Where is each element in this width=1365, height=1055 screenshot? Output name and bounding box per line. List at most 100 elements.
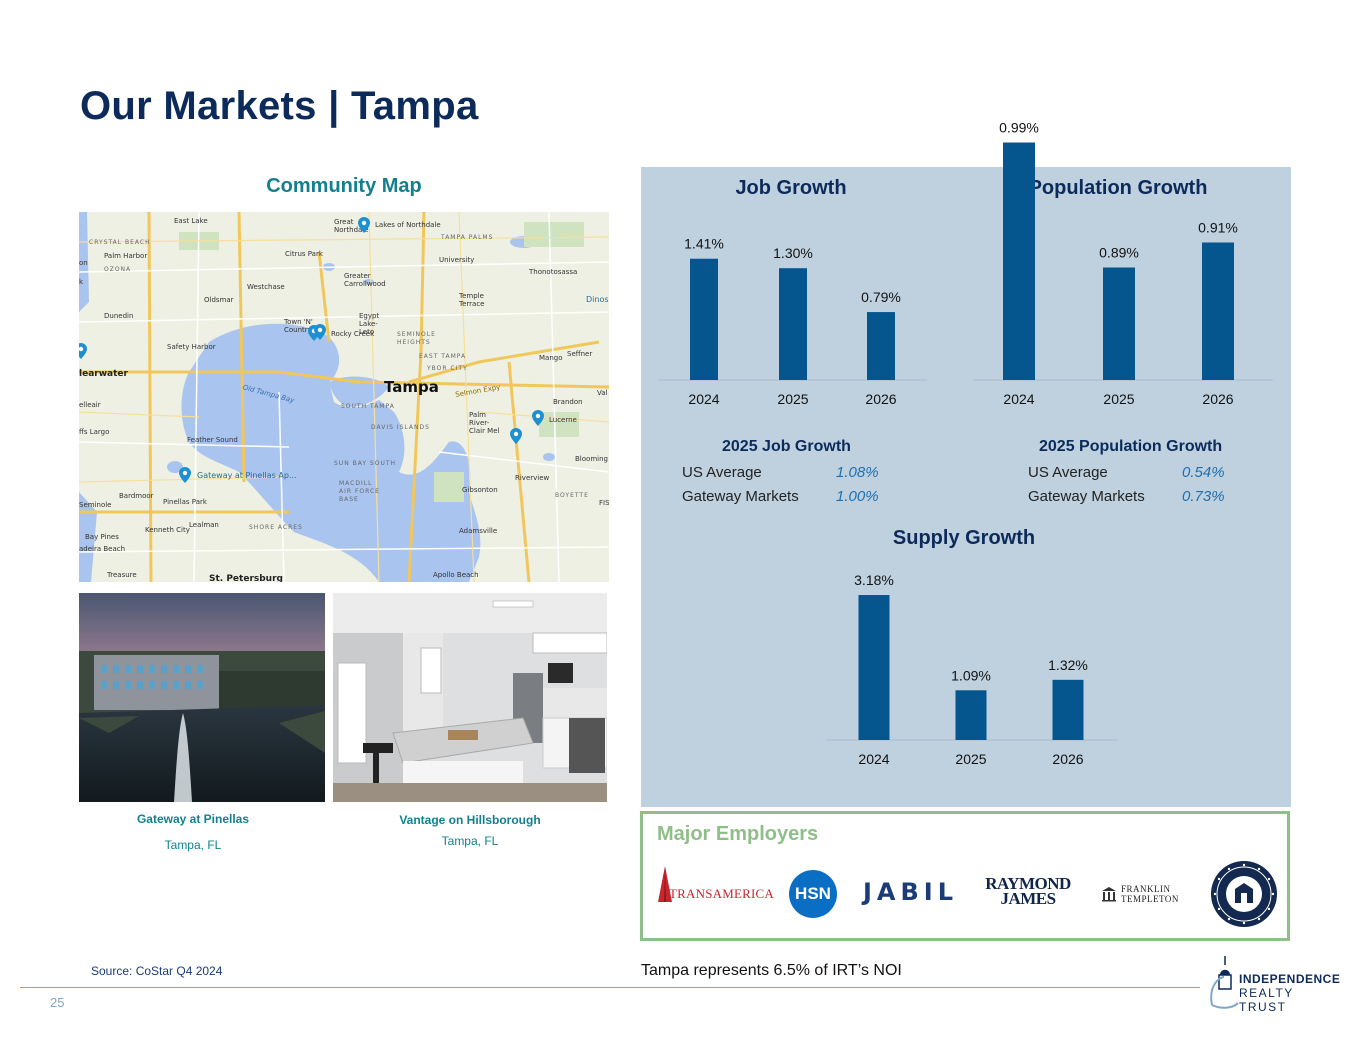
- chart-data-label: 1.32%: [1048, 657, 1088, 673]
- chart-tick-label: 2026: [1202, 391, 1233, 407]
- chart-bar: [690, 258, 718, 380]
- photo-gateway-at-pinellas: [79, 593, 325, 802]
- map-label-tampa-palms: TAMPA PALMS: [441, 234, 494, 241]
- population-comparison-label: Gateway Markets: [1028, 488, 1145, 505]
- chart-tick-label: 2024: [858, 751, 889, 767]
- map-label-gibsonton: Gibsonton: [462, 486, 498, 494]
- chart-data-label: 0.79%: [861, 289, 901, 305]
- map-label-largo: ffs Largo: [79, 428, 110, 436]
- map-label-boyette: BOYETTE: [555, 492, 589, 499]
- population-comparison-title: 2025 Population Growth: [1039, 438, 1223, 455]
- map-label-seminole-heights: SEMINOLE HEIGHTS: [397, 331, 436, 346]
- chart-data-label: 1.41%: [684, 236, 724, 252]
- map-label-east-tampa: EAST TAMPA: [419, 353, 467, 360]
- map-pin-icon[interactable]: [314, 324, 326, 340]
- jabil-logo: JABIL: [863, 878, 963, 908]
- map-label-palm-river: Palm River-Clair Mel: [469, 411, 500, 435]
- chart-bar: [1202, 242, 1234, 380]
- map-label-ybor-city: YBOR CITY: [427, 365, 468, 372]
- map-label-apollo-beach: Apollo Beach: [433, 571, 479, 579]
- map-label-shore-acres: SHORE ACRES: [249, 524, 303, 531]
- market-stats-panel: Job Growth Population Growth 1.41% 2024 1.…: [641, 120, 1291, 807]
- map-label-feather-sound: Feather Sound: [187, 436, 238, 444]
- map-label-belleair: elleair: [79, 401, 101, 409]
- map-label-tampa: Tampa: [384, 378, 439, 396]
- chart-data-label: 3.18%: [854, 572, 894, 588]
- chart-tick-label: 2025: [1103, 391, 1134, 407]
- irt-logo-text: INDEPENDENCE: [1239, 972, 1341, 986]
- job-comparison-label: US Average: [682, 464, 762, 481]
- map-label-brandon: Brandon: [553, 398, 583, 406]
- map-label-temple-terrace: Temple Terrace: [459, 292, 485, 308]
- map-label-bardmoor: Bardmoor: [119, 492, 154, 500]
- irt-logo: INDEPENDENCE REALTY TRUST: [1210, 955, 1341, 1014]
- map-label-k: k: [79, 278, 84, 286]
- chart-bar: [1003, 142, 1035, 380]
- chart-tick-label: 2024: [688, 391, 719, 407]
- seal-icon: [1209, 859, 1279, 929]
- map-pin-icon[interactable]: [179, 467, 191, 483]
- job-comparison-value: 1.08%: [836, 464, 879, 481]
- map-pin-icon[interactable]: [358, 217, 370, 233]
- population-comparison-value: 0.73%: [1182, 488, 1225, 505]
- photo-gateway-image: [79, 593, 325, 802]
- raymond-james-text: RAYMOND: [985, 874, 1071, 893]
- chart-tick-label: 2026: [1052, 751, 1083, 767]
- map-label-thonotosassa: Thonotosassa: [529, 268, 578, 276]
- map-label-greater-northdale: Great Northdale: [334, 218, 369, 234]
- chart-data-label: 1.30%: [773, 245, 813, 261]
- map-label-south-tampa: SOUTH TAMPA: [341, 403, 395, 410]
- franklin-templeton-logo: FRANKLIN TEMPLETON: [1101, 884, 1191, 908]
- franklin-templeton-text: TEMPLETON: [1121, 894, 1179, 904]
- map-label-val: Val: [597, 389, 608, 397]
- chart-bar: [867, 312, 895, 380]
- photo-caption-name: Gateway at Pinellas: [136, 812, 250, 826]
- job-comparison-title: 2025 Job Growth: [722, 438, 851, 455]
- map-pin-icon[interactable]: [510, 428, 522, 444]
- map-label-davis-islands: DAVIS ISLANDS: [371, 424, 430, 431]
- franklin-templeton-text: FRANKLIN: [1121, 884, 1171, 894]
- capitol-dome-icon: [1210, 956, 1239, 1009]
- map-label-madeira-beach: adeira Beach: [79, 545, 126, 553]
- population-growth-svg: 0.99% 2024 0.89% 2025 0.91% 2026: [973, 120, 1273, 407]
- chart-tick-label: 2026: [865, 391, 896, 407]
- noi-note: Tampa represents 6.5% of IRT’s NOI: [641, 962, 902, 979]
- map-label-mango: Mango: [539, 354, 563, 362]
- map-label-westchase: Westchase: [247, 283, 285, 291]
- major-employers-title: Major Employers: [657, 823, 819, 845]
- map-label-egypt-lake-leto: Egypt Lake-Leto: [359, 312, 380, 336]
- map-label-st-petersburg: St. Petersburg: [209, 574, 283, 582]
- chart-bar: [1052, 679, 1084, 740]
- map-label-ozona: OZONA: [104, 266, 132, 273]
- chart-data-label: 1.09%: [951, 667, 991, 683]
- community-map[interactable]: East Lake CRYSTAL BEACH Palm Harbor OZON…: [79, 212, 609, 582]
- map-pin-icon[interactable]: [79, 343, 87, 359]
- chart-bar: [955, 690, 987, 740]
- chart-bar: [779, 268, 807, 380]
- chart-bar: [858, 595, 890, 740]
- page-number: 25: [50, 995, 65, 1010]
- chart-data-label: 0.91%: [1198, 220, 1238, 236]
- chart-tick-label: 2025: [955, 751, 986, 767]
- map-label-gateway-pinellas: Gateway at Pinellas Ap...: [197, 471, 297, 480]
- map-label-oldsmar: Oldsmar: [204, 296, 234, 304]
- map-label-pinellas-park: Pinellas Park: [163, 498, 207, 506]
- job-growth-svg: 1.41% 2024 1.30% 2025 0.79% 2026: [659, 236, 927, 407]
- map-label-bay-pines: Bay Pines: [85, 533, 119, 541]
- photo-caption-name: Vantage on Hillsborough: [399, 813, 541, 827]
- raymond-james-logo: RAYMOND JAMES: [973, 874, 1083, 916]
- map-label-lealman: Lealman: [189, 521, 219, 529]
- map-pin-icon[interactable]: [532, 410, 544, 426]
- job-comparison-label: Gateway Markets: [682, 488, 799, 505]
- chart-bar: [1103, 267, 1135, 380]
- map-label-safety-harbor: Safety Harbor: [167, 343, 216, 351]
- photo-vantage-on-hillsborough: [333, 593, 607, 802]
- college-seal-icon: [1211, 861, 1277, 927]
- map-label-adamsville: Adamsville: [459, 527, 498, 535]
- footer-divider: [20, 987, 1200, 988]
- supply-growth-svg: 3.18% 2024 1.09% 2025 1.32% 2026: [827, 572, 1117, 767]
- supply-growth-title: Supply Growth: [892, 527, 1036, 549]
- transamerica-text: TRANSAMERICA: [669, 886, 774, 901]
- map-label-dinosaur: Dinos: [586, 295, 609, 304]
- map-label-palm-harbor: Palm Harbor: [104, 252, 148, 260]
